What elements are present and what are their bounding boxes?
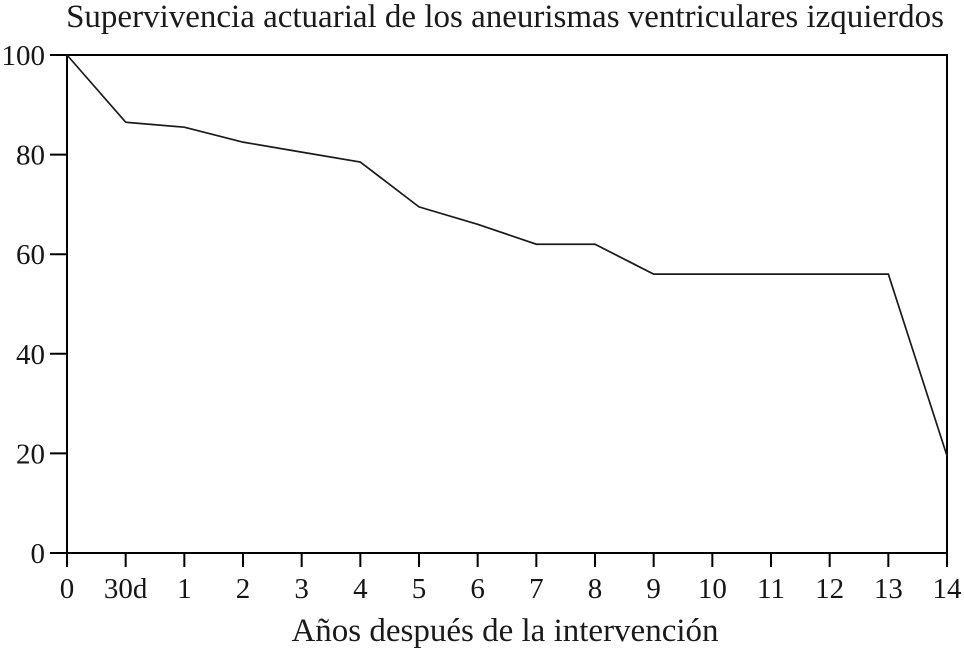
x-tick-label: 1 <box>177 573 192 605</box>
y-tick-label: 0 <box>31 538 46 570</box>
x-tick-label: 9 <box>646 573 661 605</box>
x-tick-label: 5 <box>412 573 427 605</box>
x-tick-label: 14 <box>933 573 963 605</box>
survival-line <box>66 54 948 457</box>
plot-border <box>66 54 948 554</box>
x-tick-label: 4 <box>353 573 368 605</box>
y-tick-label: 40 <box>16 339 45 371</box>
chart-title: Supervivencia actuarial de los aneurisma… <box>66 0 944 35</box>
x-tick-label: 3 <box>294 573 309 605</box>
x-tick-label: 30d <box>104 573 148 605</box>
x-tick-label: 10 <box>698 573 727 605</box>
y-tick-label: 100 <box>2 40 46 72</box>
x-tick-label: 11 <box>757 573 785 605</box>
x-tick-label: 12 <box>815 573 844 605</box>
x-tick-label: 6 <box>470 573 485 605</box>
y-tick-label: 80 <box>16 140 45 172</box>
x-tick-label: 2 <box>236 573 251 605</box>
y-tick-label: 20 <box>16 438 45 470</box>
y-tick-label: 60 <box>16 239 45 271</box>
x-axis-label: Años después de la intervención <box>291 613 718 649</box>
x-tick-label: 0 <box>60 573 75 605</box>
x-tick-label: 7 <box>529 573 544 605</box>
x-tick-label: 13 <box>874 573 903 605</box>
x-tick-label: 8 <box>588 573 603 605</box>
